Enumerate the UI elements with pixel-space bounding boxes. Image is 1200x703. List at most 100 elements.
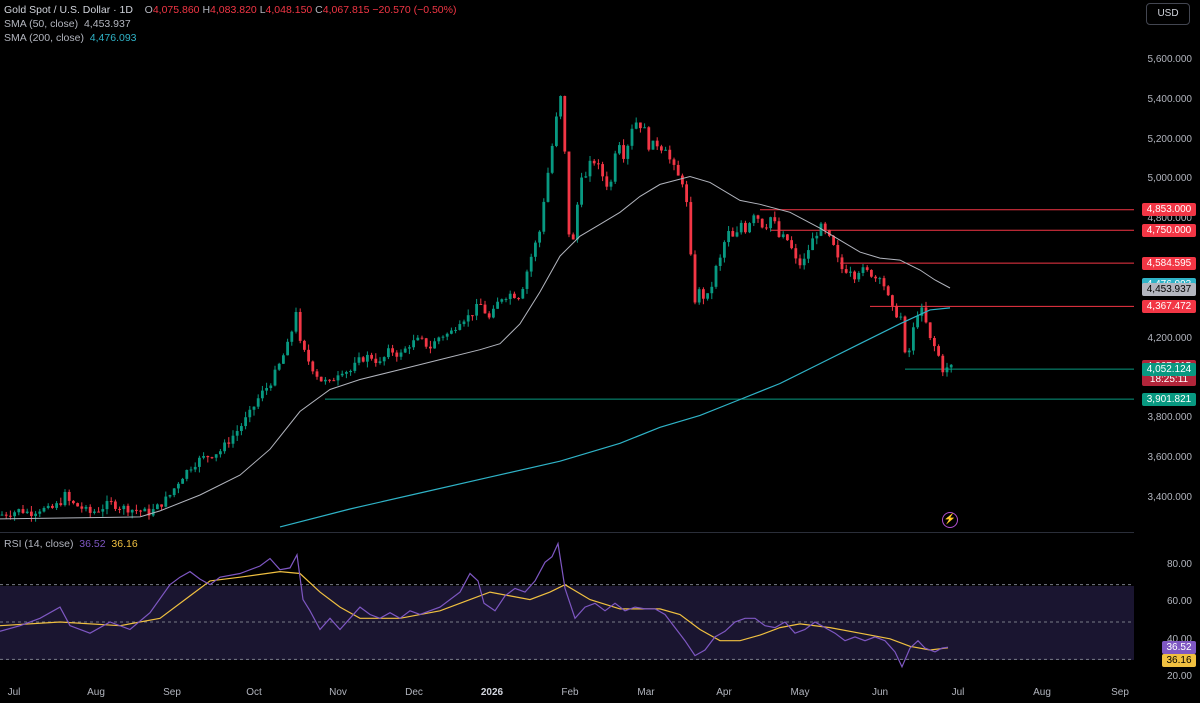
candle	[214, 454, 218, 462]
candle	[739, 220, 743, 235]
candle	[290, 330, 294, 346]
candle	[613, 150, 617, 184]
candle	[676, 160, 680, 176]
candle	[731, 227, 735, 237]
candle	[160, 504, 163, 510]
candle	[42, 506, 46, 513]
candle	[794, 243, 798, 264]
candle	[798, 254, 802, 269]
candle	[567, 151, 571, 238]
candle	[382, 356, 386, 366]
symbol-title: Gold Spot / U.S. Dollar · 1D	[4, 4, 133, 16]
candle	[576, 202, 579, 243]
price-tag: 4,853.000	[1142, 203, 1196, 217]
candle	[46, 503, 50, 510]
y-tick-label: 3,400.000	[1147, 492, 1193, 503]
countdown-timer: 18:25:11	[1149, 373, 1189, 385]
candle	[387, 344, 390, 360]
x-tick-label: Nov	[329, 687, 347, 698]
rsi-tag: 36.16	[1162, 654, 1196, 667]
x-tick-label: Jul	[951, 687, 965, 698]
candle	[391, 344, 394, 356]
candle	[151, 503, 155, 517]
price-tag: 3,901.821	[1142, 392, 1196, 406]
candle	[324, 377, 327, 385]
candle	[198, 455, 201, 473]
sma200-legend[interactable]: SMA (200, close) 4,476.093	[4, 32, 137, 45]
candle	[4, 511, 8, 519]
candle	[227, 437, 231, 448]
candle	[366, 351, 369, 368]
candle	[185, 469, 189, 482]
candle	[471, 315, 474, 321]
candle	[0, 511, 4, 516]
candle	[21, 505, 25, 514]
candle	[865, 265, 869, 272]
candle	[563, 95, 567, 154]
candle	[811, 232, 814, 251]
candle	[311, 360, 315, 375]
x-tick-label: May	[790, 687, 810, 698]
candle	[156, 503, 159, 510]
candle	[874, 275, 877, 282]
candle	[139, 509, 142, 517]
candle	[454, 327, 457, 334]
high-label: H	[202, 4, 211, 16]
candle	[639, 122, 642, 133]
candle	[424, 337, 428, 349]
candle	[622, 139, 625, 163]
candle	[760, 218, 764, 229]
candle	[328, 379, 331, 383]
currency-button[interactable]: USD	[1146, 3, 1190, 25]
x-tick-label: Feb	[561, 687, 579, 698]
candle	[479, 298, 483, 306]
candle	[349, 369, 352, 376]
candle	[672, 157, 676, 171]
candle	[840, 254, 844, 274]
candle	[353, 357, 357, 374]
candle	[357, 352, 361, 366]
candle	[25, 508, 29, 515]
candle	[219, 448, 222, 458]
candle	[34, 511, 37, 522]
x-tick-label: Oct	[246, 687, 262, 698]
candle	[496, 297, 499, 309]
candle	[101, 504, 105, 517]
candle	[710, 281, 714, 300]
x-tick-label: Sep	[163, 687, 181, 698]
bolt-icon[interactable]: ⚡	[942, 512, 958, 528]
candle	[546, 167, 550, 203]
candle	[420, 335, 424, 340]
sma50-legend[interactable]: SMA (50, close) 4,453.937	[4, 18, 131, 31]
candle	[857, 271, 861, 282]
candle	[823, 221, 827, 235]
x-tick-label: Jun	[871, 687, 889, 698]
rsi-y-tick-label: 20.00	[1166, 671, 1192, 682]
candle	[609, 179, 613, 191]
candle	[924, 301, 928, 324]
candle	[475, 298, 478, 321]
sma200-value: 4,476.093	[89, 32, 137, 44]
candle	[685, 180, 688, 207]
candle	[513, 291, 516, 299]
candle	[752, 213, 756, 227]
candle	[416, 335, 420, 341]
candle	[651, 140, 655, 150]
candle	[168, 494, 172, 499]
candle	[51, 503, 54, 509]
candle	[408, 345, 411, 355]
candle	[30, 506, 33, 522]
rsi-legend[interactable]: RSI (14, close) 36.52 36.16	[4, 538, 138, 551]
candle	[370, 352, 373, 361]
candle	[571, 232, 575, 240]
candle	[912, 322, 915, 355]
candle	[332, 377, 336, 382]
candle	[84, 504, 88, 512]
x-tick-label: Sep	[1111, 687, 1129, 698]
candle	[882, 275, 886, 291]
candle	[244, 411, 247, 430]
candle	[836, 240, 840, 263]
candle	[815, 232, 819, 245]
sma200-line	[279, 307, 951, 528]
